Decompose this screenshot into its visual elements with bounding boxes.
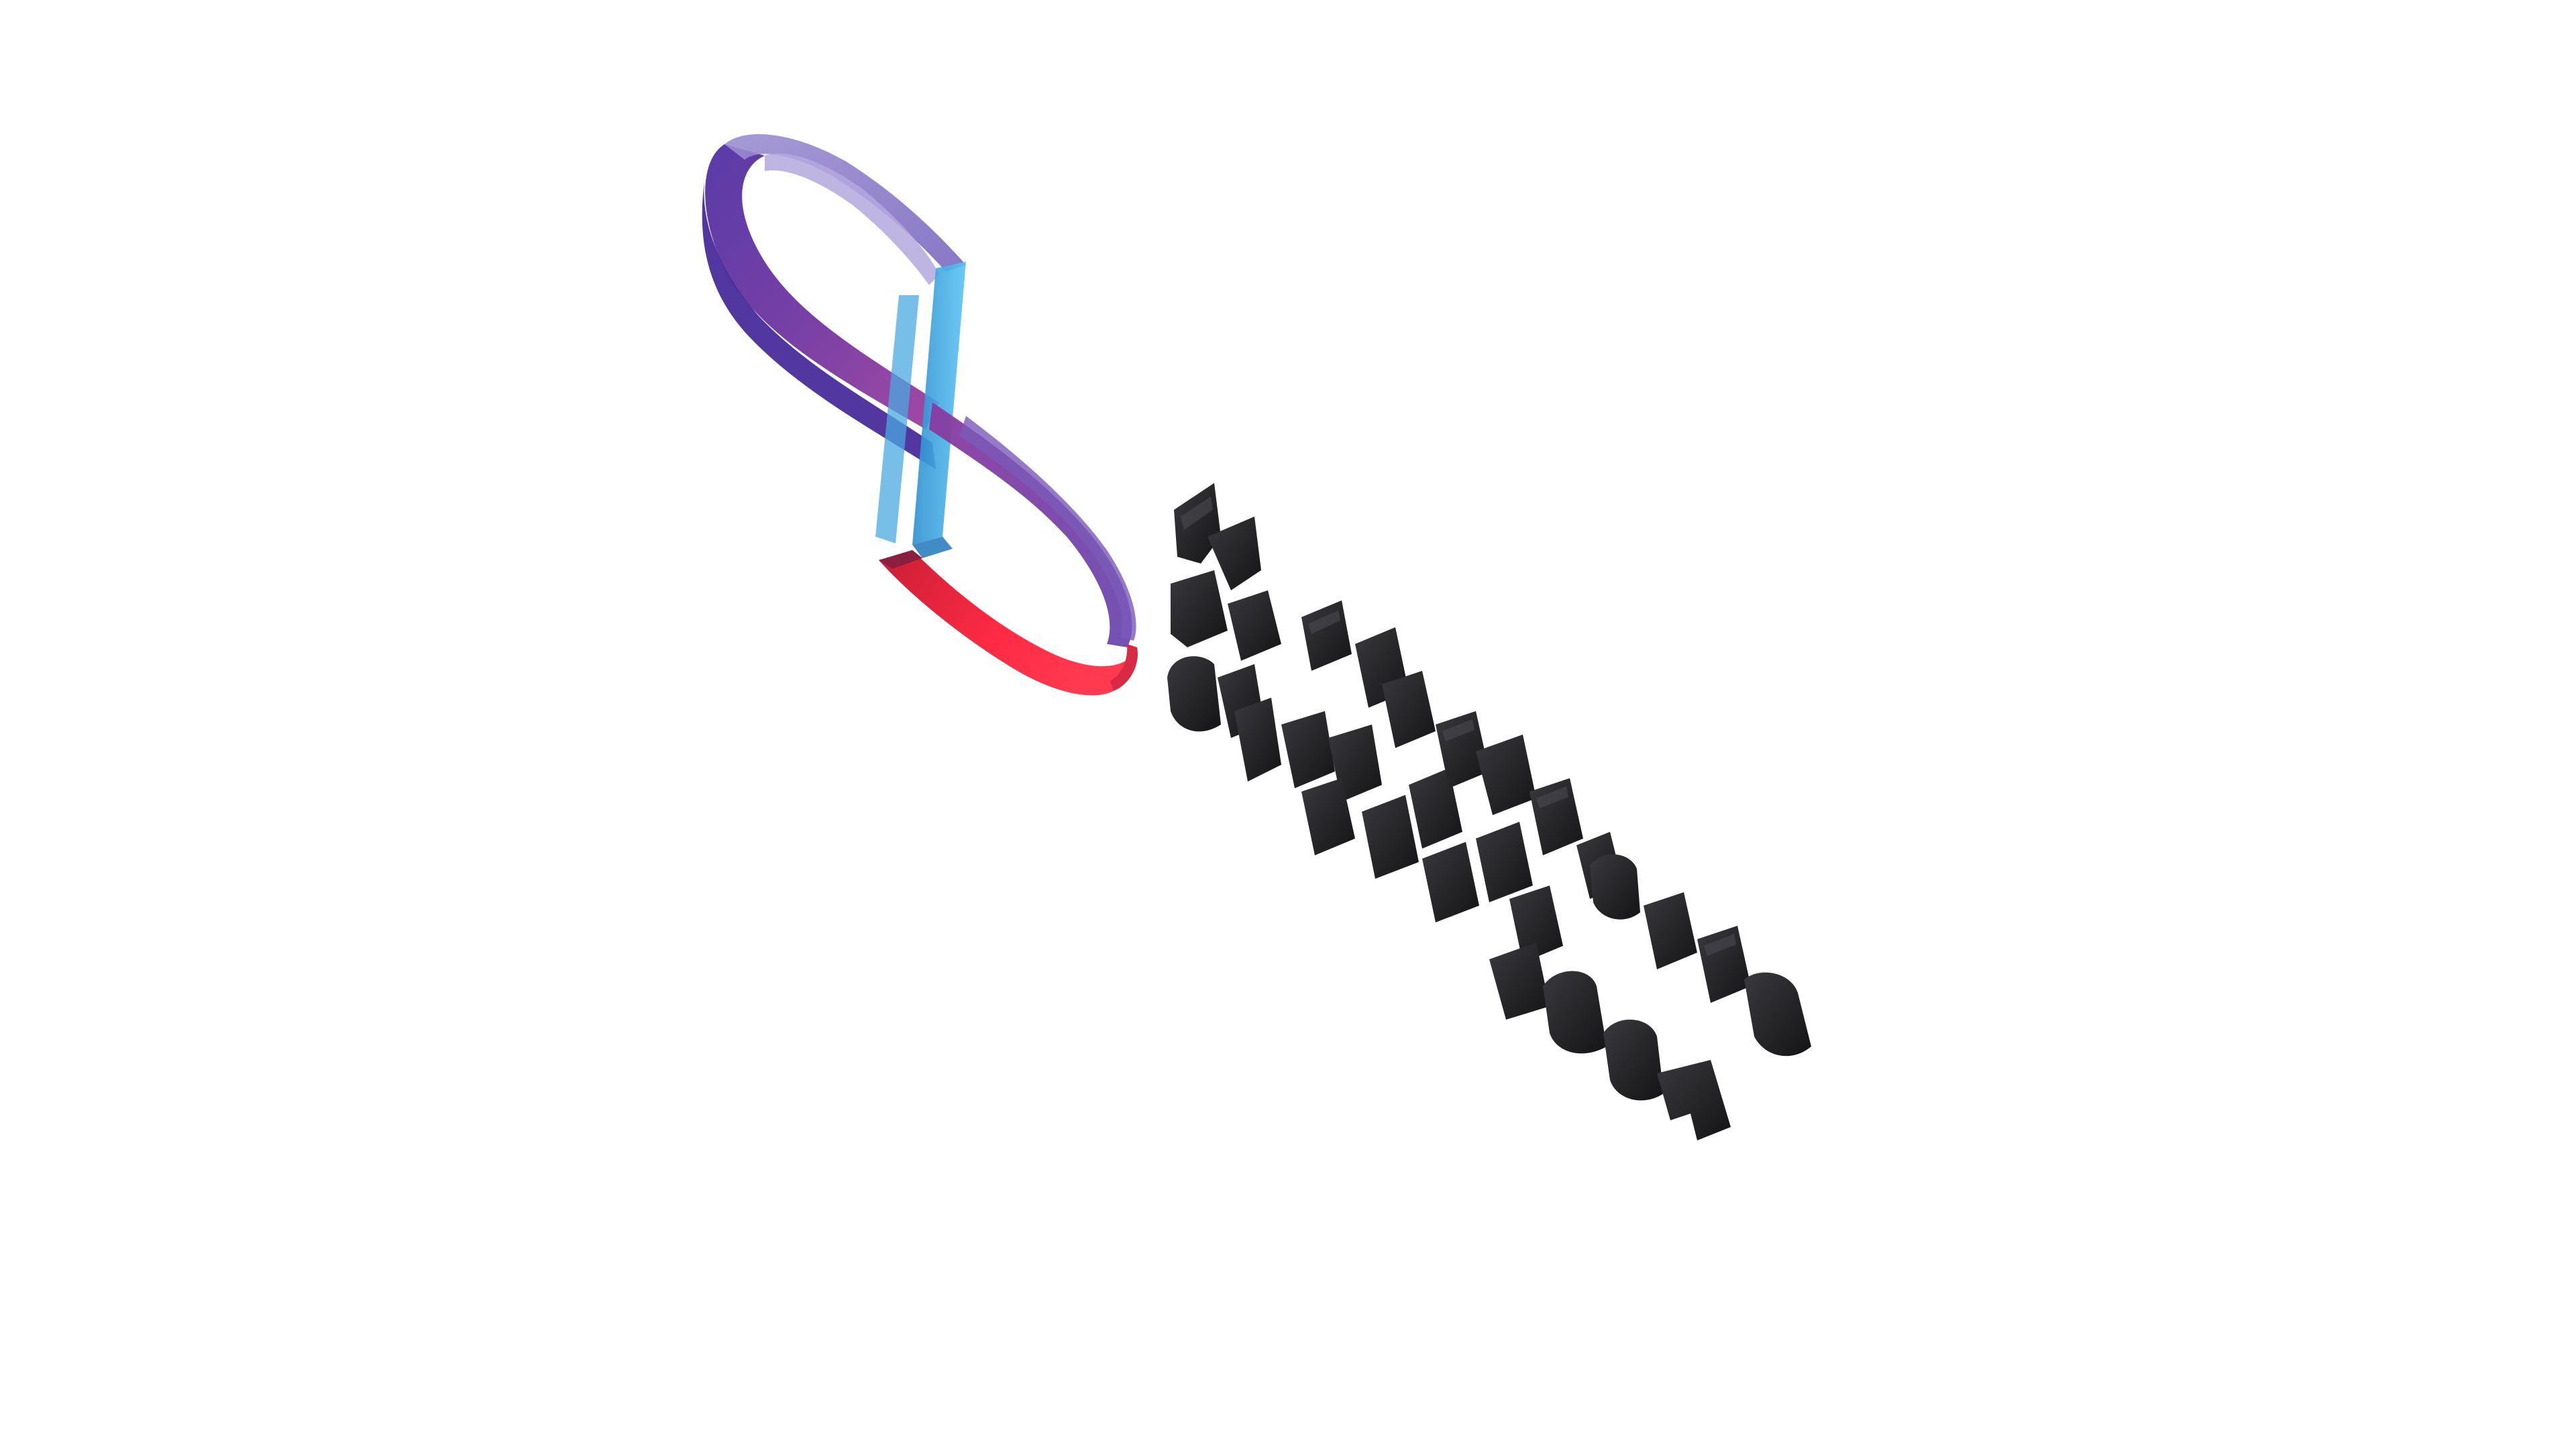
logo-upper-loop-inner <box>765 153 939 285</box>
letter-block <box>1529 778 1583 855</box>
letter-block <box>1174 483 1221 564</box>
logo-cyan-bar <box>912 262 966 545</box>
logo-lower-loop-top <box>959 416 1136 641</box>
letter-block <box>1422 842 1479 922</box>
letter-block <box>1744 972 1811 1057</box>
letter-block <box>1171 570 1228 647</box>
logo-lower-loop-wall <box>929 402 1132 647</box>
letter-highlight <box>1308 610 1340 634</box>
letter-block <box>1228 590 1281 661</box>
letter-block <box>1509 885 1563 963</box>
logo-lower-loop-red <box>879 550 1134 696</box>
letter-highlight <box>1442 719 1474 741</box>
logo-lower-loop-red-top <box>879 550 922 569</box>
letter-block <box>1382 671 1436 748</box>
letter-block <box>1603 1019 1664 1101</box>
letter-highlight <box>1536 786 1568 808</box>
letter-block <box>1208 517 1261 590</box>
letter-block <box>1657 1060 1731 1140</box>
letter-block <box>1362 795 1419 879</box>
logo-cyan-bar-left <box>875 295 919 543</box>
letter-highlights <box>1181 496 1736 956</box>
letter-block <box>1590 854 1640 920</box>
logo-upper-loop-wall <box>705 144 939 429</box>
logo-cyan-bar-side <box>912 537 953 558</box>
letter-cluster <box>1167 483 1811 1140</box>
letter-highlight <box>1181 496 1213 530</box>
letter-highlight <box>1704 934 1736 956</box>
logo-upper-front-band <box>702 181 936 470</box>
letter-block <box>1489 943 1550 1020</box>
logo-upper-loop-top <box>724 134 966 272</box>
letter-block <box>1234 698 1281 782</box>
letter-block <box>1543 971 1607 1054</box>
letter-block <box>1301 600 1352 671</box>
letter-block <box>1476 735 1536 815</box>
letter-block <box>1167 656 1221 732</box>
letter-block <box>1697 926 1751 1003</box>
letter-block <box>1301 778 1355 855</box>
letter-block <box>1281 711 1335 788</box>
letter-block <box>1644 892 1697 969</box>
letter-block <box>1476 822 1533 902</box>
logo-lower-loop-red-end <box>1110 644 1138 691</box>
infinity-logo <box>702 134 1138 696</box>
